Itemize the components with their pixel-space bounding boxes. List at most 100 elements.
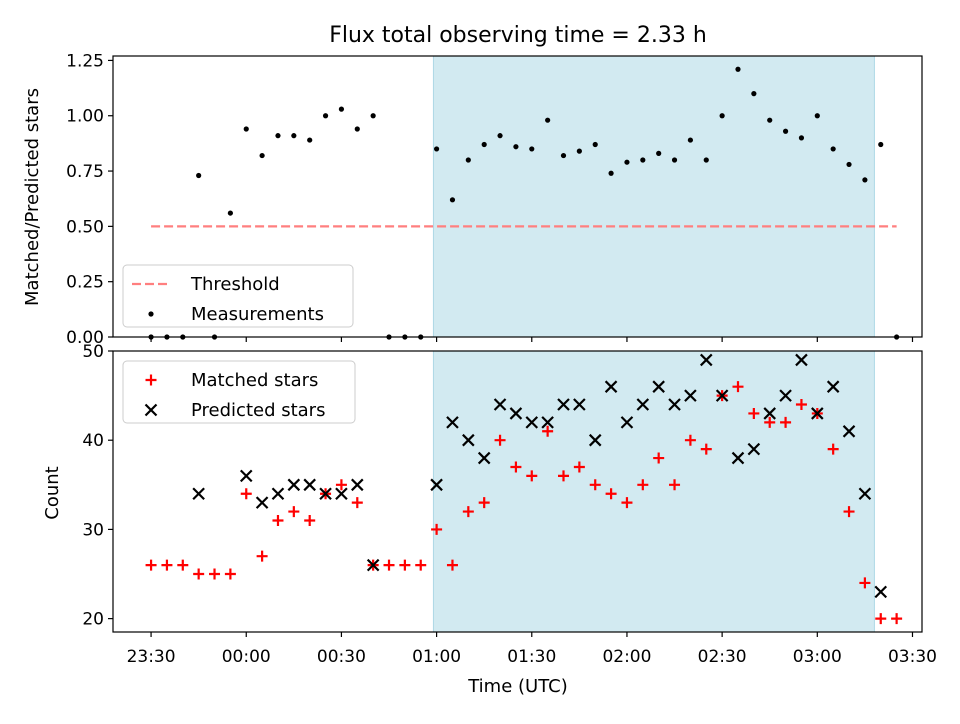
bottom-series-1-point	[319, 487, 332, 501]
bottom-legend-handle	[144, 403, 158, 417]
bottom-series-0-point	[795, 399, 807, 411]
bottom-y-tick-label: 40	[82, 431, 104, 451]
bottom-series-0-point	[748, 407, 760, 419]
top-y-tick-label: 0.00	[66, 328, 104, 348]
top-series-0-point	[196, 172, 202, 179]
bottom-series-0-point	[573, 461, 585, 473]
bottom-series-1-point	[779, 389, 792, 402]
bottom-series-1-point	[858, 487, 872, 501]
bottom-series-0-point	[161, 559, 173, 571]
bottom-series-1-point	[509, 407, 523, 420]
x-tick-label: 01:00	[412, 647, 461, 667]
bottom-series-1-point	[287, 478, 301, 492]
top-series-0-point	[878, 141, 884, 148]
x-tick-label: 02:30	[698, 647, 747, 667]
bottom-series-0-point	[431, 523, 443, 535]
bottom-series-0-point	[383, 559, 395, 571]
top-series-0-point	[830, 146, 836, 152]
bottom-series-1-point	[620, 416, 634, 429]
top-series-0-point	[608, 170, 614, 176]
bottom-series-0-point	[304, 514, 316, 526]
top-series-0-point	[767, 117, 773, 123]
x-axis-label: Time (UTC)	[467, 676, 568, 697]
bottom-series-1-point	[446, 416, 459, 429]
top-series-0-point	[576, 148, 582, 154]
top-series-0-point	[275, 133, 281, 139]
bottom-series-1-point	[715, 389, 729, 402]
bottom-series-1-point	[462, 433, 475, 447]
top-series-0-point	[227, 210, 233, 216]
bottom-series-0-point	[256, 550, 268, 562]
top-series-0-point	[846, 161, 852, 168]
top-series-0-point	[259, 152, 265, 159]
bottom-series-0-point	[446, 559, 458, 571]
bottom-series-1-point	[557, 398, 570, 411]
x-tick-label: 02:00	[602, 647, 651, 667]
top-series-0-point	[719, 113, 725, 119]
bottom-legend-label: Matched stars	[191, 370, 318, 391]
bottom-shaded-span	[432, 350, 875, 633]
bottom-series-1-point	[573, 398, 586, 411]
top-series-0-point	[751, 91, 757, 97]
bottom-series-1-point	[541, 416, 554, 429]
bottom-series-0-point	[653, 452, 665, 464]
top-y-tick-label: 1.25	[66, 51, 104, 71]
bottom-series-0-point	[700, 443, 712, 455]
top-series-0-point	[370, 113, 376, 119]
x-tick-label: 01:30	[507, 647, 556, 667]
bottom-series-1-point	[795, 353, 808, 367]
bottom-series-0-point	[827, 443, 839, 455]
bottom-series-0-point	[684, 434, 696, 446]
bottom-series-1-point	[684, 389, 697, 402]
bottom-series-1-point	[430, 478, 443, 492]
bottom-series-1-point	[636, 398, 650, 411]
bottom-panel: 20 30 40 50 23:30 00:00 00:30 01:00 01:30 02:00 02…	[82, 342, 937, 667]
top-series-0-point	[338, 106, 345, 112]
bottom-series-0-point	[732, 381, 744, 393]
top-series-0-point	[322, 113, 329, 119]
bottom-series-0-point	[209, 568, 221, 580]
bottom-series-0-point	[478, 497, 490, 509]
top-series-0-point	[782, 128, 789, 134]
top-series-0-point	[735, 66, 741, 72]
top-series-0-point	[243, 126, 249, 132]
bottom-series-1-point	[731, 451, 745, 465]
bottom-series-0-point	[843, 506, 855, 518]
bottom-series-0-point	[669, 479, 681, 491]
bottom-series-0-point	[415, 559, 427, 571]
bottom-series-0-point	[288, 506, 300, 518]
bottom-series-0-point	[780, 416, 792, 428]
bottom-series-0-point	[177, 559, 189, 571]
bottom-series-1-point	[699, 353, 713, 367]
bottom-series-0-point	[351, 497, 363, 509]
bottom-series-1-point	[239, 469, 253, 483]
bottom-series-1-point	[493, 398, 507, 411]
top-series-0-point	[656, 150, 662, 156]
top-series-0-point	[529, 146, 535, 152]
bottom-series-1-point	[668, 398, 681, 411]
top-series-0-point	[640, 157, 646, 163]
top-series-0-point	[798, 135, 805, 141]
top-series-0-point	[560, 152, 567, 159]
top-series-0-point	[465, 157, 471, 163]
top-panel-y-axis-label: Matched/Predicted stars	[22, 88, 43, 306]
bottom-panel-y-axis-label: Count	[42, 466, 63, 519]
top-series-0-point	[449, 197, 456, 203]
top-series-0-point	[592, 141, 598, 148]
bottom-y-tick-label: 20	[82, 610, 104, 630]
bottom-series-0-point	[859, 577, 871, 589]
bottom-series-1-point	[763, 407, 776, 420]
top-series-0-point	[497, 133, 503, 139]
top-series-0-point	[434, 146, 440, 152]
top-series-0-point	[513, 144, 519, 150]
bottom-series-0-point	[589, 479, 601, 491]
bottom-series-0-point	[526, 470, 538, 482]
top-series-0-point	[354, 126, 360, 132]
x-tick-label: 00:30	[317, 647, 366, 667]
bottom-series-0-point	[875, 613, 887, 625]
top-y-tick-label: 0.50	[66, 217, 104, 237]
bottom-series-1-point	[477, 451, 491, 465]
x-tick-label: 00:00	[222, 647, 271, 667]
top-panel-frame	[112, 55, 923, 338]
